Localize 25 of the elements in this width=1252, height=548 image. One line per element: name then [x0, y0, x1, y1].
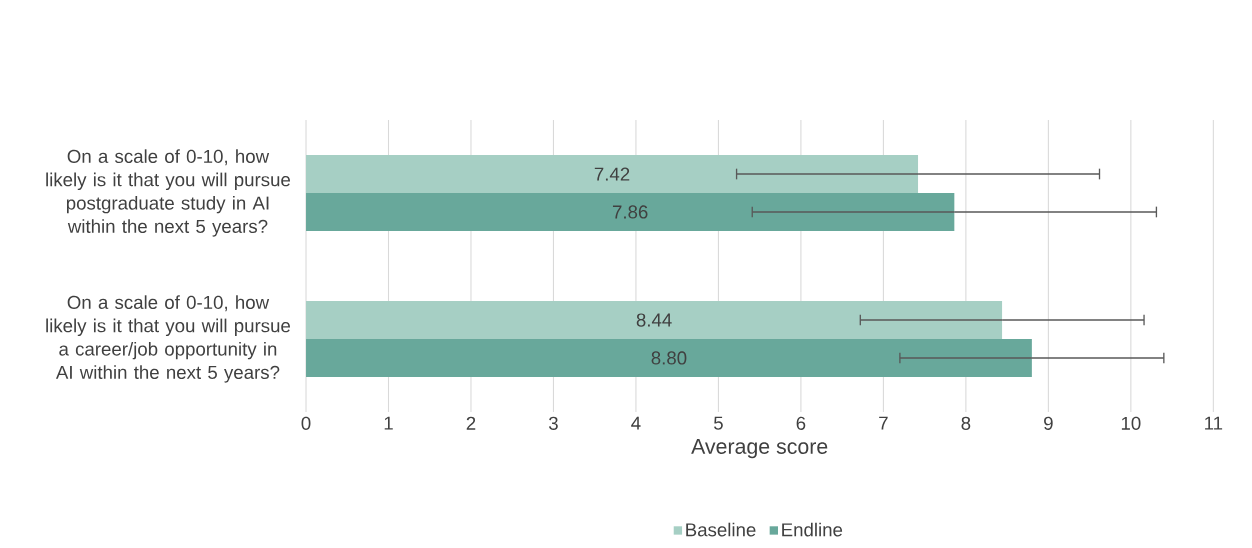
legend-label: Endline [782, 522, 843, 537]
x-tick-label: 1 [384, 416, 393, 430]
x-tick-label: 9 [1044, 416, 1053, 430]
x-tick-label: 2 [466, 416, 476, 430]
x-tick-label: 7 [879, 416, 888, 430]
x-axis-title: Average score [691, 439, 828, 459]
data-label: 7.42 [594, 167, 630, 181]
x-tick-label: 8 [961, 416, 971, 430]
x-tick-label: 3 [548, 416, 558, 430]
bar [306, 155, 919, 193]
x-tick-label: 5 [713, 416, 723, 430]
data-label: 8.44 [636, 313, 672, 327]
y-tick-label: On a scale of 0-10, how likely is it that you will pursue a career/job opportunity in AI within the next 5 years? [46, 295, 291, 383]
y-tick-label: On a scale of 0-10, how likely is it that you will pursue postgraduate study in AI within the next 5 years? [46, 149, 291, 237]
data-label: 8.80 [651, 351, 687, 365]
bar [306, 192, 955, 231]
data-label: 7.86 [612, 205, 648, 219]
bar [306, 338, 1032, 377]
x-tick-label: 11 [1205, 416, 1223, 430]
legend-label: Baseline [686, 522, 756, 537]
x-tick-label: 10 [1121, 416, 1141, 430]
x-tick-label: 6 [796, 416, 806, 430]
bar [306, 301, 1003, 339]
x-tick-label: 4 [631, 416, 641, 430]
x-tick-label: 0 [301, 416, 311, 430]
